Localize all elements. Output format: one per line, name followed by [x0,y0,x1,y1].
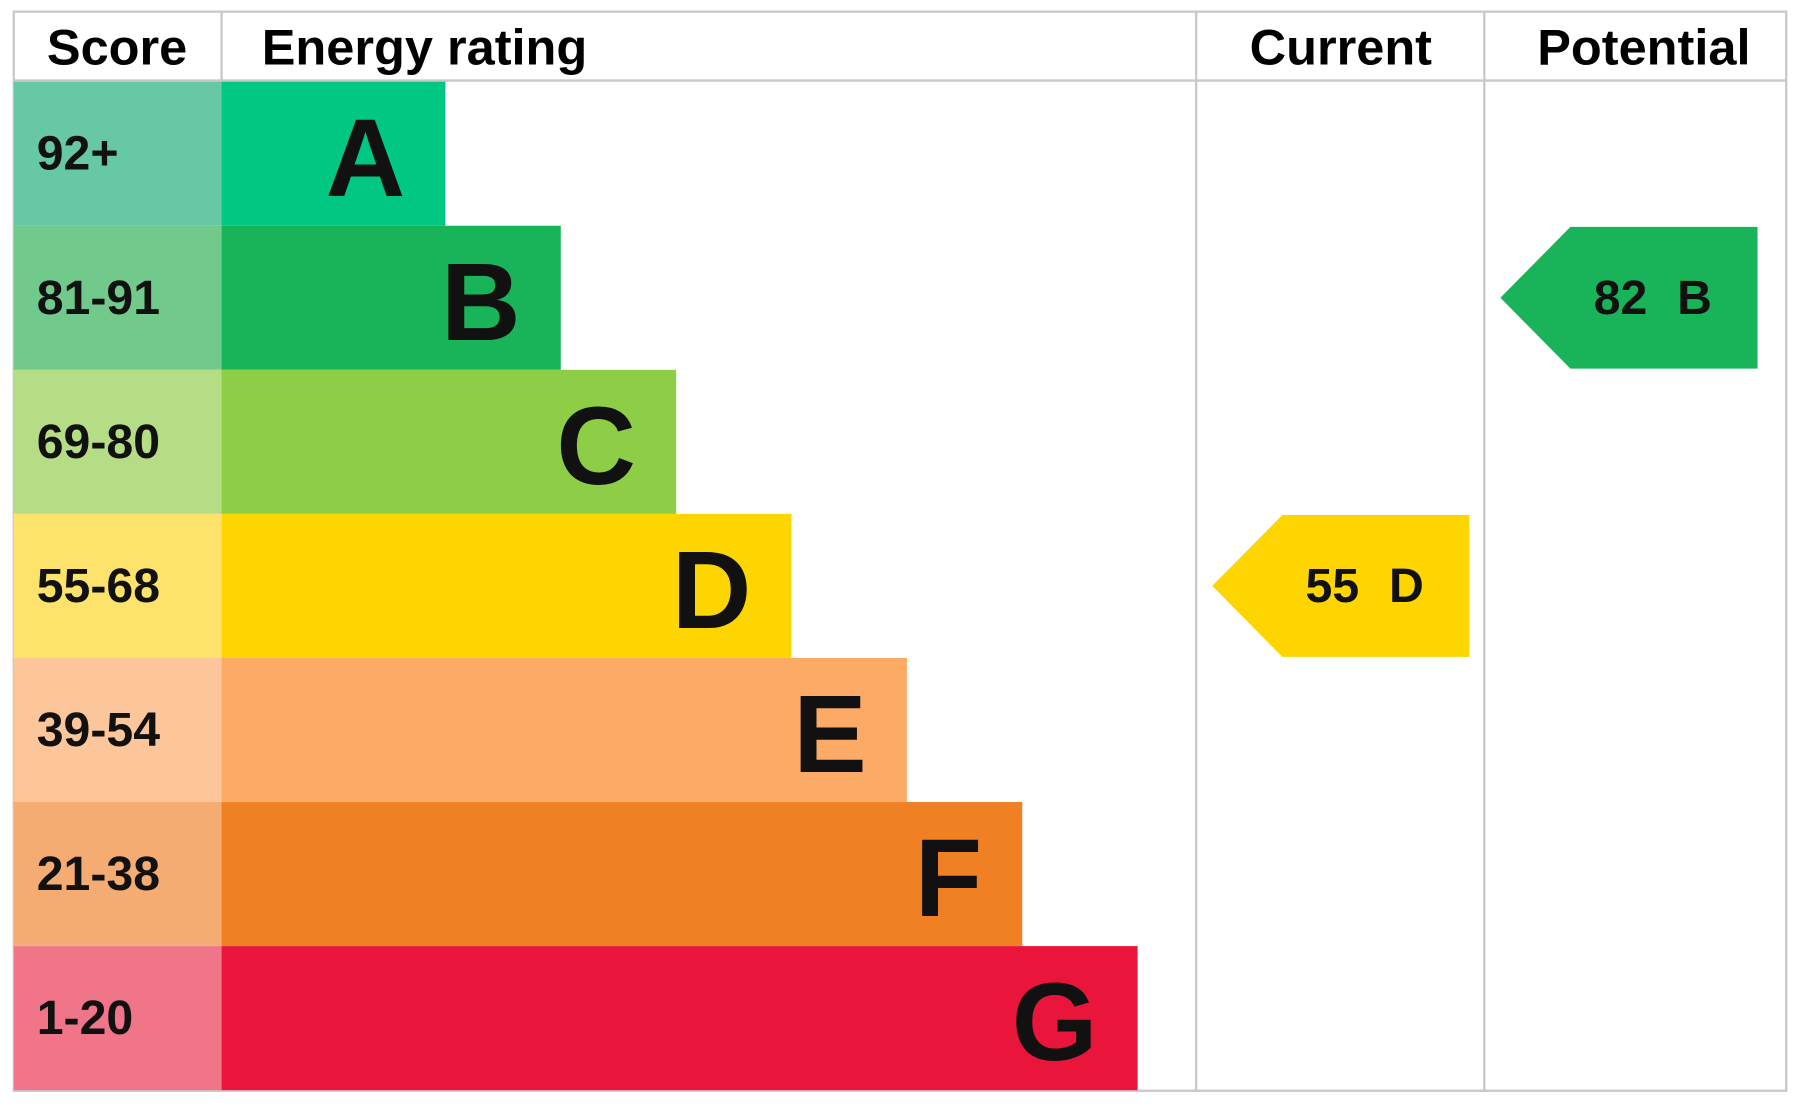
current-value: 55 [1306,559,1360,613]
header-score: Score [47,19,187,76]
rating-letter: C [556,385,636,508]
rating-bar [221,513,792,658]
score-cell [13,513,222,658]
score-label: 39-54 [37,703,160,757]
header-energy-rating: Energy rating [262,19,588,76]
rating-letter: B [441,241,521,364]
rating-letter: G [1012,961,1098,1084]
score-label: 55-68 [37,559,160,613]
score-label: 1-20 [37,991,133,1045]
potential-letter: B [1677,271,1712,325]
rating-letter: F [915,817,982,940]
potential-arrow [1500,226,1758,369]
score-cell [13,369,222,514]
score-cell [13,81,222,226]
rating-bar [221,946,1138,1091]
score-cell [13,225,222,370]
rating-bar [221,369,677,514]
header-current: Current [1250,19,1433,76]
rating-letter: D [672,529,752,652]
score-label: 21-38 [37,847,160,901]
rating-bar [221,657,907,803]
score-label: 92+ [37,127,119,181]
score-label: 81-91 [37,271,160,325]
score-cell [13,802,222,947]
rating-bar [221,802,1023,947]
rating-letter: A [326,97,406,220]
score-cell [13,946,222,1091]
score-cell [13,657,222,803]
current-letter: D [1389,559,1424,613]
rating-bar [221,81,446,226]
rating-bar [221,225,561,370]
rating-letter: E [793,673,867,796]
current-arrow [1212,515,1470,657]
score-label: 69-80 [37,415,160,469]
potential-value: 82 [1594,271,1648,325]
header-potential: Potential [1537,19,1750,76]
